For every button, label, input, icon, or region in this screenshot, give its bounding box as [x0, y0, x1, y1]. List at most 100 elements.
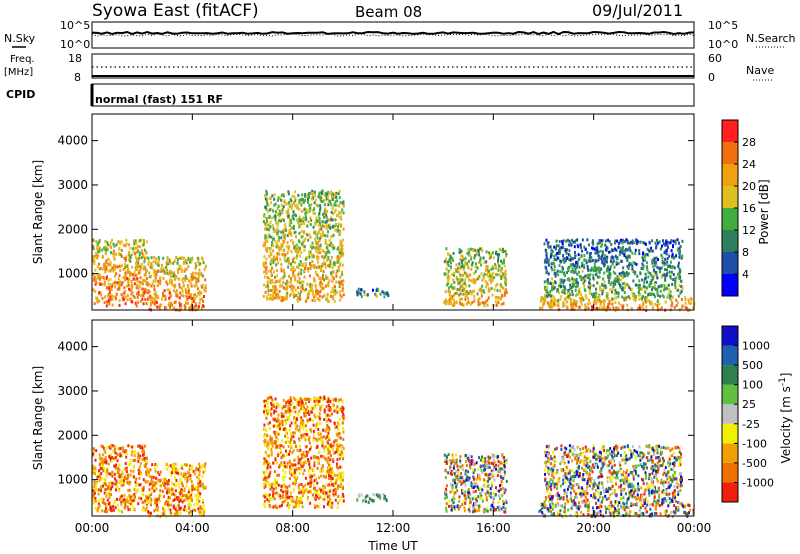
velocity-cell [282, 405, 285, 409]
power-cell [173, 259, 176, 263]
power-cell [117, 240, 120, 244]
power-cell [113, 257, 116, 261]
velocity-cell [323, 410, 326, 414]
power-cell [142, 287, 144, 291]
power-cell [485, 268, 487, 272]
power-cell [329, 226, 332, 230]
power-cell [313, 299, 316, 303]
power-cell [455, 276, 458, 280]
power-cell [659, 284, 662, 288]
velocity-cell [190, 496, 193, 500]
velocity-cell [127, 473, 129, 477]
power-cell [489, 272, 491, 276]
power-cell [276, 252, 279, 256]
velocity-cell [282, 478, 285, 481]
velocity-cell [284, 490, 287, 493]
power-cell [326, 234, 329, 238]
velocity-cell [266, 434, 269, 438]
power-cell [312, 293, 315, 297]
velocity-cell [326, 440, 329, 444]
power-cell [447, 278, 450, 282]
power-cell [157, 256, 160, 260]
power-cell [671, 295, 674, 299]
power-cell [690, 298, 693, 301]
power-cell [377, 288, 380, 292]
power-cell [306, 291, 309, 295]
power-cell [481, 301, 484, 305]
power-cell [458, 248, 461, 252]
velocity-cell [157, 505, 160, 509]
power-cell [174, 283, 177, 287]
velocity-cell [309, 501, 312, 505]
power-cell [568, 296, 571, 300]
velocity-cell [318, 450, 321, 454]
power-cell [571, 238, 573, 242]
power-cell [131, 253, 134, 257]
velocity-cell [149, 468, 152, 472]
power-cell [610, 290, 613, 294]
velocity-cell [270, 483, 273, 486]
velocity-cell [177, 468, 180, 472]
power-cell [553, 254, 556, 258]
velocity-cell [317, 460, 320, 464]
colorbar-swatch [722, 252, 738, 274]
power-cell [622, 276, 624, 279]
power-cell [118, 299, 121, 303]
velocity-cell [336, 399, 339, 403]
velocity-cell [120, 500, 123, 504]
power-cell [289, 281, 292, 285]
velocity-cell [164, 502, 167, 506]
power-cell [188, 295, 191, 299]
power-cell [184, 278, 187, 282]
power-cell [98, 240, 101, 244]
velocity-cell [262, 462, 265, 466]
power-cell [311, 246, 314, 250]
power-cell [618, 277, 620, 281]
power-cell [182, 261, 185, 265]
freq-tick-top: 18 [68, 52, 82, 65]
velocity-cell [140, 497, 143, 501]
power-cell [336, 214, 338, 218]
power-cell [105, 286, 108, 290]
power-cell [305, 208, 308, 212]
power-cell [500, 268, 503, 272]
power-cell [488, 269, 491, 273]
power-cell [621, 282, 624, 286]
power-cell [298, 292, 301, 296]
noise-panel-frame [91, 21, 695, 49]
power-cell [157, 305, 160, 309]
power-cell [547, 280, 550, 284]
velocity-cell [335, 489, 338, 493]
power-cell [278, 209, 281, 213]
velocity-cell [342, 499, 345, 503]
power-cell [638, 306, 641, 310]
power-cell [318, 265, 321, 269]
power-cell [339, 290, 342, 294]
power-cell [499, 248, 502, 251]
velocity-cell [128, 482, 131, 486]
power-cell [266, 210, 269, 214]
power-cell [314, 247, 317, 251]
power-cell [297, 250, 300, 253]
power-cell [475, 278, 478, 282]
velocity-cell [176, 512, 179, 516]
power-cell [178, 267, 181, 271]
velocity-cell [197, 485, 200, 489]
power-cell [505, 291, 508, 295]
velocity-cell [331, 458, 334, 462]
power-cell [634, 283, 637, 287]
power-cell [187, 258, 190, 261]
power-cell [612, 248, 615, 252]
velocity-cell [285, 449, 287, 453]
power-cell [609, 282, 612, 286]
power-cell [679, 245, 682, 248]
power-cell [326, 283, 329, 287]
nave-tick-bottom: 0 [708, 71, 715, 84]
power-cell [290, 287, 293, 291]
velocity-cell [264, 505, 267, 509]
power-cell [311, 197, 313, 201]
power-cell [578, 274, 581, 278]
power-cell [565, 300, 568, 304]
power-cell [480, 291, 483, 295]
power-cell [666, 260, 669, 264]
